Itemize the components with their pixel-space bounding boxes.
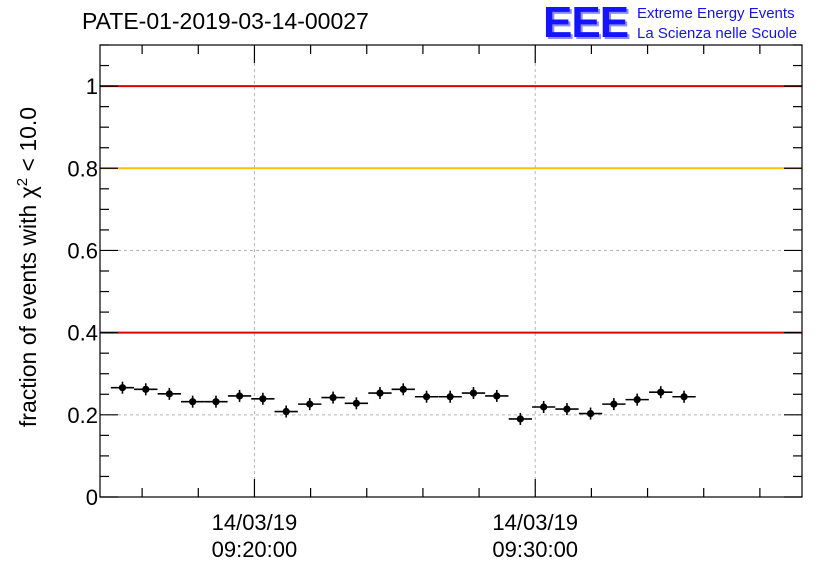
y-tick-label: 0.4 xyxy=(67,321,98,346)
chart-title: PATE-01-2019-03-14-00027 xyxy=(82,8,369,34)
data-point xyxy=(516,415,524,423)
y-tick-label: 0.6 xyxy=(67,238,98,263)
data-point xyxy=(493,392,501,400)
x-tick-label-date: 14/03/19 xyxy=(212,510,298,535)
data-point xyxy=(633,396,641,404)
logo-line-2: La Scienza nelle Scuole xyxy=(637,25,798,42)
axis-labels: 00.20.40.60.8114/03/1909:20:0014/03/1909… xyxy=(14,74,578,562)
data-point xyxy=(118,384,127,392)
data-point xyxy=(165,390,173,398)
data-point xyxy=(399,385,407,393)
x-tick-label-time: 09:30:00 xyxy=(492,537,578,562)
x-tick-label-date: 14/03/19 xyxy=(492,510,578,535)
data-point xyxy=(446,393,454,401)
y-axis-label: fraction of events with χ2 < 10.0 xyxy=(14,107,41,427)
eee-logo-mark: EEE xyxy=(543,0,629,47)
logo-line-1: Extreme Energy Events xyxy=(637,5,795,22)
data-point xyxy=(282,407,290,416)
data-point xyxy=(306,400,314,408)
y-tick-label: 0 xyxy=(86,485,98,510)
y-tick-label: 1 xyxy=(86,74,98,99)
data-point xyxy=(610,400,618,408)
data-point xyxy=(469,389,478,397)
data-point xyxy=(657,388,665,396)
data-point xyxy=(259,395,267,403)
data-point xyxy=(563,405,571,413)
data-point xyxy=(376,389,384,397)
data-point xyxy=(586,409,595,418)
axes xyxy=(99,44,803,498)
data-points xyxy=(110,381,696,425)
reference-lines xyxy=(100,85,802,334)
grid-lines xyxy=(100,45,802,497)
y-tick-label: 0.2 xyxy=(67,403,98,428)
data-point xyxy=(329,393,337,402)
data-point xyxy=(235,392,244,400)
data-point xyxy=(422,393,431,401)
plot-frame xyxy=(99,44,803,498)
data-point xyxy=(352,399,360,407)
data-point xyxy=(212,398,220,406)
y-tick-label: 0.8 xyxy=(67,156,98,181)
data-point xyxy=(680,393,688,401)
x-tick-label-time: 09:20:00 xyxy=(212,537,298,562)
data-point xyxy=(189,398,197,406)
data-point xyxy=(142,385,150,393)
data-point xyxy=(540,403,548,411)
